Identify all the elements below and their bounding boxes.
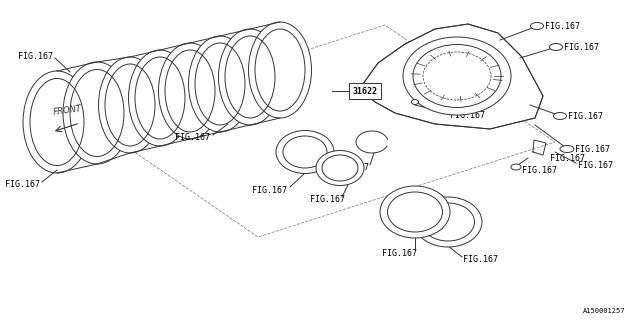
Ellipse shape	[218, 29, 282, 125]
Ellipse shape	[412, 100, 419, 105]
Ellipse shape	[414, 197, 482, 247]
Ellipse shape	[511, 164, 521, 170]
Ellipse shape	[23, 71, 91, 173]
Ellipse shape	[129, 50, 191, 146]
Text: 31622: 31622	[353, 86, 378, 95]
Text: FIG.167: FIG.167	[252, 186, 287, 195]
Text: FIG.167: FIG.167	[5, 180, 40, 188]
Ellipse shape	[189, 36, 252, 132]
Text: FIG.167: FIG.167	[575, 145, 610, 154]
Ellipse shape	[554, 113, 566, 119]
Text: FIG.167: FIG.167	[522, 165, 557, 174]
Ellipse shape	[531, 22, 543, 29]
Text: FIG.167: FIG.167	[18, 52, 53, 60]
Text: FIG.167: FIG.167	[463, 254, 498, 263]
Ellipse shape	[560, 146, 574, 153]
Polygon shape	[360, 24, 543, 129]
FancyBboxPatch shape	[349, 83, 381, 99]
Text: FIG.167: FIG.167	[310, 195, 345, 204]
Text: FIG.167: FIG.167	[382, 250, 417, 259]
Text: FIG.167: FIG.167	[550, 154, 585, 163]
Ellipse shape	[380, 186, 450, 238]
Text: A150001257: A150001257	[582, 308, 625, 314]
Text: FIG.167: FIG.167	[545, 21, 580, 30]
Ellipse shape	[248, 22, 312, 118]
Text: FIG.167: FIG.167	[564, 43, 599, 52]
Ellipse shape	[159, 43, 221, 139]
Text: FIG.167: FIG.167	[175, 132, 210, 141]
Ellipse shape	[316, 150, 364, 186]
Text: FRONT: FRONT	[53, 104, 83, 117]
Ellipse shape	[403, 37, 511, 115]
Text: FIG.167: FIG.167	[450, 110, 485, 119]
Ellipse shape	[63, 62, 131, 164]
Text: FIG.167: FIG.167	[578, 161, 613, 170]
Text: FIG.167: FIG.167	[568, 111, 603, 121]
Ellipse shape	[99, 57, 161, 153]
Ellipse shape	[550, 44, 563, 51]
Ellipse shape	[276, 131, 334, 173]
Text: FIG.167: FIG.167	[334, 163, 369, 172]
